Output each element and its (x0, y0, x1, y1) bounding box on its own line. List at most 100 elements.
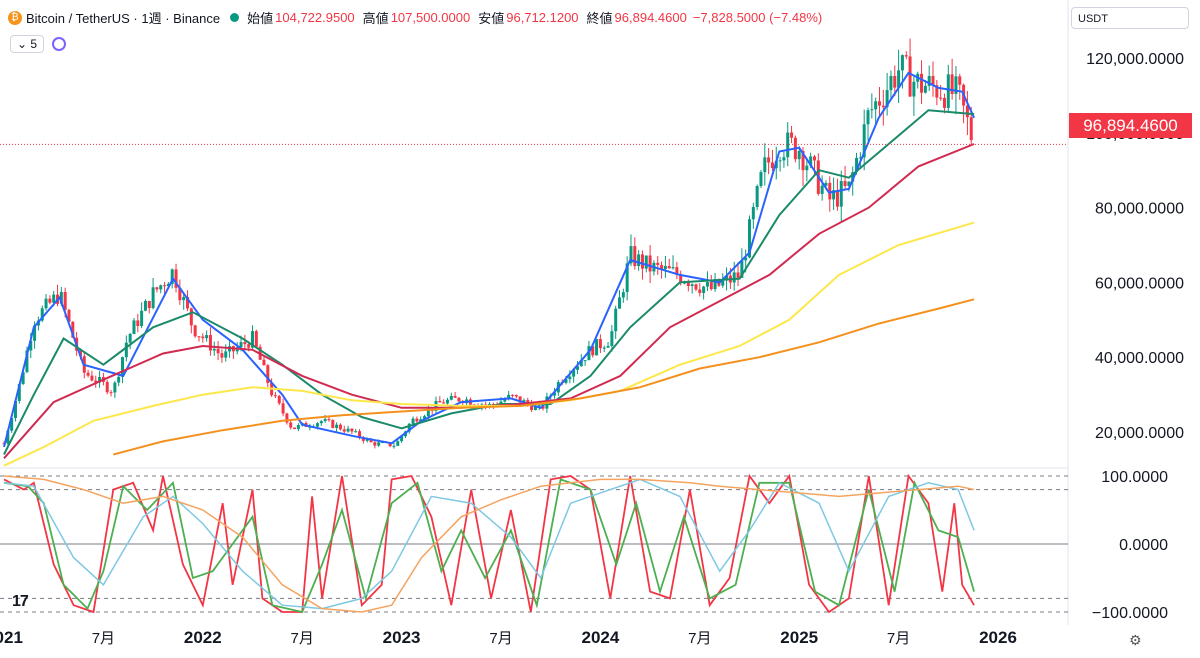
candle-body (411, 418, 415, 424)
candle-body (881, 105, 885, 108)
candle-body (698, 289, 702, 294)
moving-average-ma200 (113, 298, 975, 456)
candle-body (866, 110, 870, 125)
candle-body (327, 419, 331, 421)
x-tick-label: 2023 (383, 628, 421, 647)
candle-body (606, 345, 610, 348)
candle-body (671, 267, 675, 269)
candle-body (812, 156, 816, 161)
candle-body (40, 308, 44, 321)
candle-body (839, 181, 843, 207)
x-tick-label: 7月 (291, 630, 314, 647)
candle-body (392, 445, 396, 447)
candle-body (212, 348, 216, 351)
candle-body (67, 309, 71, 322)
symbol-title[interactable]: Bitcoin / TetherUS · 1週 · Binance (26, 11, 221, 26)
candle-body (136, 320, 140, 327)
candle-body (633, 246, 637, 267)
candle-body (927, 76, 931, 86)
y-tick-label: 60,000.0000 (1095, 275, 1184, 292)
candle-body (262, 359, 266, 366)
candle-body (847, 181, 851, 187)
currency-select[interactable]: USDT (1071, 7, 1189, 29)
candle-body (174, 269, 178, 288)
high-value: 107,500.0000 (390, 10, 471, 25)
candle-body (610, 331, 614, 346)
candle-body (748, 219, 751, 258)
candle-body (186, 296, 190, 309)
candle-body (331, 420, 335, 428)
candle-body (407, 423, 411, 432)
candle-body (801, 151, 805, 171)
candle-body (205, 335, 209, 339)
candle-body (858, 157, 862, 159)
candle-body (17, 384, 21, 401)
candle-body (484, 404, 488, 406)
candle-body (170, 269, 174, 284)
low-label: 安値 (478, 11, 505, 26)
candle-body (522, 400, 526, 403)
candle-body (29, 340, 33, 351)
candle-body (251, 331, 254, 348)
settings-gear-icon[interactable]: ⚙ (1129, 632, 1142, 648)
candle-body (323, 419, 327, 422)
candle-body (350, 428, 354, 432)
candle-body (675, 267, 679, 275)
oscillator-series-stochK (3, 473, 975, 614)
candle-body (939, 97, 943, 99)
y-tick-label: 80,000.0000 (1095, 201, 1184, 218)
indicator-toggle-button[interactable]: ⌄ 5 (10, 35, 45, 53)
candle-body (182, 296, 186, 301)
candle-body (797, 151, 801, 160)
candle-body (377, 442, 381, 446)
x-tick-label: 7月 (92, 630, 115, 647)
legend-controls: ⌄ 5 (10, 35, 67, 53)
candle-body (835, 190, 839, 207)
candle-body (805, 165, 809, 171)
candle-body (843, 181, 847, 187)
candle-body (763, 157, 767, 173)
candle-body (820, 185, 824, 194)
candle-body (790, 132, 794, 138)
candle-body (740, 260, 744, 278)
candle-body (595, 339, 599, 356)
tradingview-logo-icon[interactable]: 17 (12, 593, 29, 610)
candle-body (564, 379, 568, 383)
open-value: 104,722.9500 (275, 10, 355, 25)
candle-body (415, 418, 419, 422)
candle-body (208, 335, 212, 351)
candle-body (667, 265, 671, 269)
candle-body (319, 421, 323, 424)
x-tick-label: 2026 (979, 628, 1017, 647)
candle-body (885, 90, 889, 108)
x-tick-label: 2021 (0, 628, 23, 647)
indicator-count: 5 (30, 37, 38, 51)
candle-body (721, 280, 725, 286)
candle-body (920, 73, 924, 93)
candle-body (778, 160, 782, 162)
candle-body (510, 394, 514, 396)
candle-body (660, 265, 664, 270)
candle-body (786, 132, 790, 158)
x-tick-label: 7月 (688, 630, 711, 647)
candle-body (445, 399, 449, 404)
candle-body (874, 101, 878, 110)
candle-body (44, 298, 48, 309)
oscillator-series-stochD (3, 478, 975, 614)
candle-body (117, 376, 121, 383)
refresh-icon[interactable] (52, 37, 67, 51)
candle-body (388, 442, 392, 447)
candle-body (503, 399, 507, 402)
candle-body (71, 321, 75, 338)
candle-body (518, 396, 522, 403)
moving-average-ma20 (3, 109, 975, 455)
candle-body (151, 287, 155, 309)
candle-body (243, 342, 247, 345)
candle-body (189, 308, 193, 326)
candle-body (950, 74, 954, 94)
candle-body (457, 397, 461, 402)
candle-body (893, 75, 897, 88)
candle-body (751, 206, 755, 220)
candle-body (644, 255, 648, 269)
